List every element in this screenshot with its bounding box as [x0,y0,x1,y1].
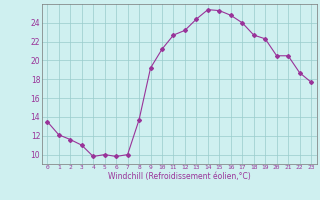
X-axis label: Windchill (Refroidissement éolien,°C): Windchill (Refroidissement éolien,°C) [108,172,251,181]
